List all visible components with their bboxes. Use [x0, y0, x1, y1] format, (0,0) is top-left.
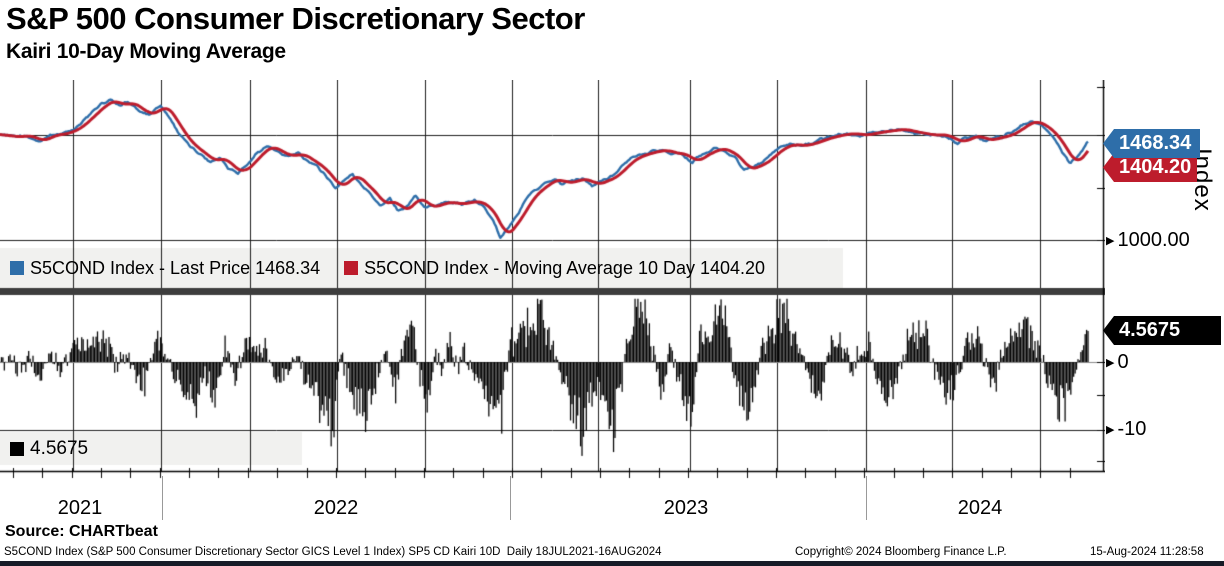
- page-subtitle: Kairi 10-Day Moving Average: [6, 40, 286, 63]
- page-title: S&P 500 Consumer Discretionary Sector: [6, 1, 585, 36]
- source-label: Source: CHARTbeat: [5, 523, 158, 540]
- kairi-legend-value: 4.5675: [30, 438, 89, 459]
- bottom-panel-legend: 4.5675: [10, 437, 88, 461]
- chart-canvas: [0, 80, 1105, 480]
- tick-arrow-icon: ▶: [1106, 235, 1115, 247]
- kairi-value-tag: 4.5675: [1103, 316, 1221, 345]
- kairi-legend-swatch: [10, 442, 24, 456]
- ytick-0: ▶ 0: [1106, 351, 1129, 373]
- year-label-2022: 2022: [313, 497, 359, 519]
- last-price-legend-label: S5COND Index - Last Price 1468.34: [30, 257, 321, 278]
- top-panel-legend: S5COND Index - Last Price 1468.34 S5COND…: [10, 255, 765, 281]
- year-separator: [162, 476, 163, 520]
- year-separator: [510, 476, 511, 520]
- footnote-timestamp: 15-Aug-2024 11:28:58: [1090, 546, 1204, 558]
- year-separator: [866, 476, 867, 520]
- year-label-2023: 2023: [663, 497, 709, 519]
- ytick-1000: ▶ 1000.00: [1106, 229, 1190, 251]
- moving-average-legend-swatch: [344, 261, 359, 275]
- terminal-edge-bar: [0, 561, 1224, 566]
- year-label-2024: 2024: [957, 497, 1003, 519]
- footnote-copyright: Copyright© 2024 Bloomberg Finance L.P.: [795, 546, 1007, 558]
- moving-average-legend-label: S5COND Index - Moving Average 10 Day 140…: [364, 257, 766, 278]
- last-price-legend-swatch: [10, 261, 24, 275]
- tick-arrow-icon: ▶: [1106, 357, 1115, 369]
- year-label-2021: 2021: [57, 497, 103, 519]
- tick-arrow-icon: ▶: [1106, 424, 1115, 436]
- ytick-minus10: ▶ -10: [1106, 418, 1147, 440]
- last-price-tag: 1468.34: [1103, 129, 1200, 158]
- footnote-description: S5COND Index (S&P 500 Consumer Discretio…: [4, 546, 662, 558]
